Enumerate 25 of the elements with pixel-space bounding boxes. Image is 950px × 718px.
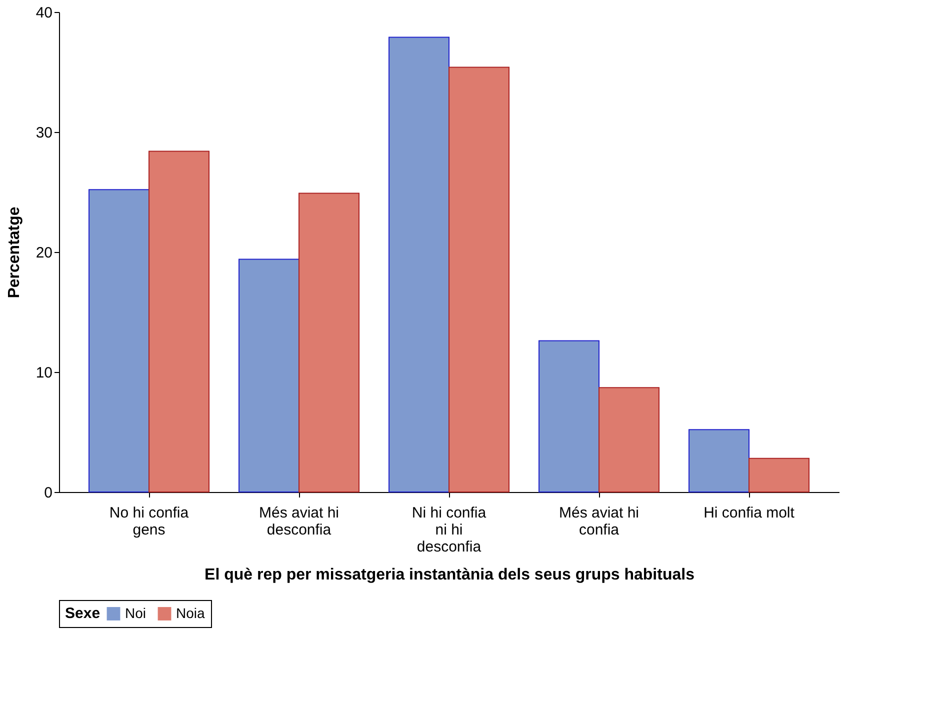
bar [298, 192, 360, 492]
bar [238, 258, 300, 492]
x-tick-label: Més aviat hi confia [558, 504, 640, 538]
bar [148, 150, 210, 492]
y-tick-label: 40 [36, 4, 52, 22]
bar [388, 36, 450, 492]
legend-title: Sexe [65, 605, 100, 622]
x-tick-label: No hi confia gens [109, 504, 190, 538]
legend-label: Noi [125, 604, 146, 621]
y-tick-label: 20 [36, 244, 52, 262]
bar [538, 340, 600, 492]
bar [688, 429, 750, 492]
x-tick-label: Hi confia molt [704, 504, 796, 522]
bar [448, 66, 510, 492]
bar [88, 189, 150, 492]
y-tick-label: 10 [36, 364, 52, 382]
y-tick-label: 30 [36, 124, 52, 142]
legend-label: Noia [176, 604, 206, 621]
y-axis-title: Percentatge [6, 206, 23, 298]
x-axis-title: El què rep per missatgeria instantània dels seus grups habituals [204, 566, 695, 584]
y-tick-label: 0 [44, 484, 52, 502]
x-tick-label: Més aviat hi desconfia [258, 504, 340, 538]
x-tick-label: Ni hi confia ni hi desconfia [412, 504, 487, 556]
bar [598, 387, 660, 492]
bar [748, 458, 810, 492]
